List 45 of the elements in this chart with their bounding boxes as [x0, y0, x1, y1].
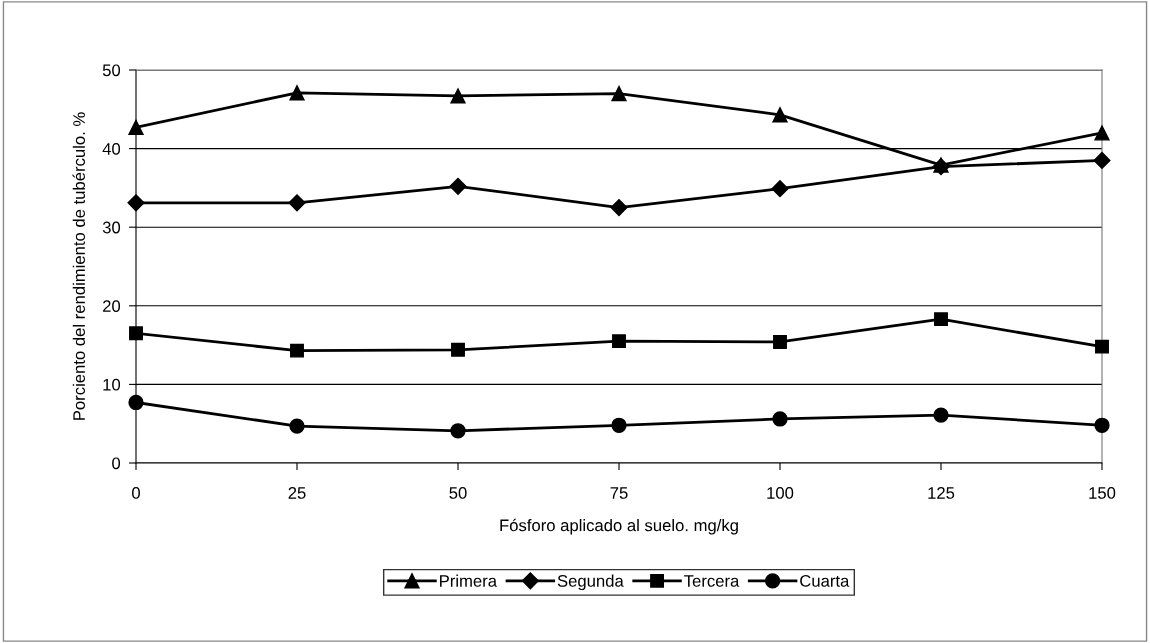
point	[129, 326, 143, 341]
point	[772, 107, 788, 123]
point	[128, 394, 144, 411]
y-tick-label: 0	[112, 457, 121, 470]
point	[612, 334, 626, 349]
legend-label: Primera	[440, 574, 498, 587]
point	[450, 423, 466, 439]
point	[611, 417, 627, 433]
point	[290, 343, 304, 358]
point	[933, 407, 949, 423]
point	[1094, 125, 1110, 141]
x-tick-label: 0	[132, 487, 140, 499]
legend-label: Segunda	[557, 574, 624, 591]
legend-label: Tercera	[684, 575, 740, 587]
y-tick-label: 20	[103, 300, 121, 312]
x-tick-label: 125	[928, 487, 955, 499]
point	[771, 180, 789, 198]
point	[772, 411, 788, 427]
x-tick-label: 25	[288, 487, 306, 499]
y-tick-label: 30	[102, 221, 121, 234]
point	[449, 177, 467, 195]
point	[1093, 151, 1111, 169]
point	[288, 194, 306, 212]
point	[610, 198, 628, 217]
y-axis-title: Porciento del rendimiento de tubérculo. %	[72, 112, 85, 420]
legend-label: Cuarta	[800, 575, 850, 587]
x-tick-label: 100	[767, 487, 794, 499]
point	[1095, 339, 1109, 354]
point	[128, 119, 144, 136]
point	[611, 85, 627, 102]
x-tick-label: 75	[610, 487, 628, 499]
x-tick-label: 150	[1089, 487, 1116, 499]
point	[289, 85, 305, 101]
point	[934, 312, 948, 327]
x-axis-title: Fósforo aplicado al suelo. mg/kg	[500, 518, 738, 535]
y-tick-label: 40	[102, 143, 121, 155]
y-tick-label: 10	[103, 378, 121, 391]
point	[1094, 417, 1110, 433]
point	[773, 335, 787, 349]
x-tick-label: 50	[449, 487, 467, 499]
point	[289, 418, 305, 434]
point	[451, 342, 465, 357]
point	[450, 88, 466, 104]
y-tick-label: 50	[102, 64, 121, 77]
point	[127, 194, 145, 212]
